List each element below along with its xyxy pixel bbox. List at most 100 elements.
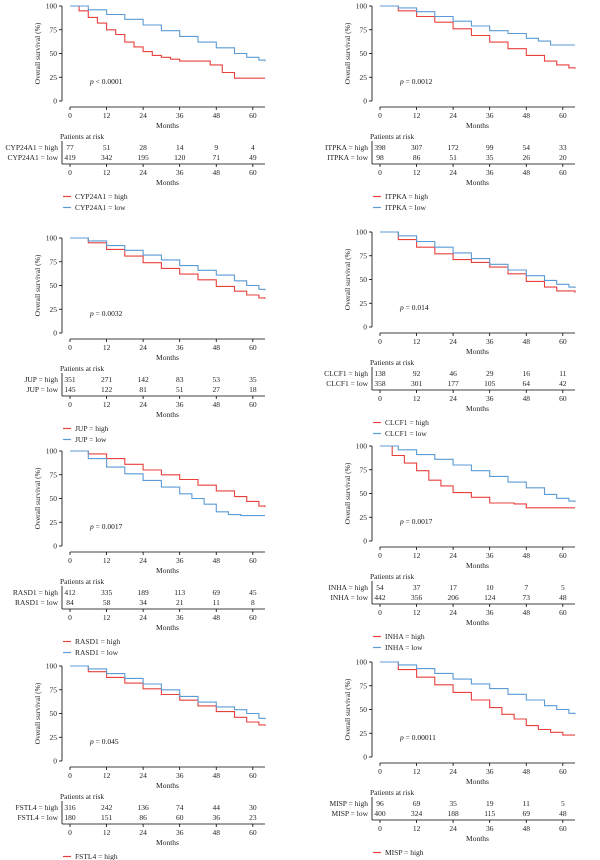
risk-x-tick-label: 36 [486, 824, 494, 833]
survival-curve-low [380, 445, 576, 503]
x-tick-label: 48 [523, 551, 531, 560]
p-value: p < 0.0001 [89, 77, 123, 86]
x-tick-label: 36 [176, 556, 184, 565]
risk-count-high: 33 [559, 143, 567, 152]
risk-x-tick-label: 12 [413, 168, 421, 177]
risk-count-low: 81 [139, 385, 147, 394]
risk-x-tick-label: 24 [449, 824, 457, 833]
risk-x-axis-label: Months [466, 178, 489, 187]
risk-count-high: 69 [413, 799, 421, 808]
x-axis-label: Months [156, 121, 179, 130]
risk-count-high: 335 [101, 588, 113, 597]
risk-x-tick-label: 12 [413, 824, 421, 833]
survival-curve-high [380, 661, 575, 736]
risk-count-low: 358 [374, 379, 386, 388]
y-tick-label: 0 [53, 542, 57, 551]
risk-count-low: 11 [213, 598, 220, 607]
risk-x-tick-label: 12 [103, 613, 111, 622]
risk-count-low: 86 [139, 813, 147, 822]
survival-curve-high [380, 5, 576, 69]
risk-count-high: 96 [376, 799, 384, 808]
y-axis-label: Overall survival (%) [33, 254, 42, 316]
y-tick-label: 100 [356, 228, 368, 237]
y-tick-label: 0 [363, 323, 367, 332]
survival-curve-high [380, 445, 575, 509]
risk-count-high: 37 [413, 583, 421, 592]
x-tick-label: 60 [249, 771, 257, 780]
x-tick-label: 12 [413, 767, 421, 776]
x-tick-label: 60 [249, 111, 257, 120]
x-tick-label: 48 [213, 111, 221, 120]
risk-count-low: 324 [411, 809, 423, 818]
legend-label-high: MISP = high [385, 848, 424, 857]
risk-row-label-low: CYP24A1 = low [8, 153, 59, 162]
legend-label-low: ITPKA = low [385, 203, 426, 212]
risk-count-high: 189 [138, 588, 150, 597]
km-panel-cyp24a1: 0 25 50 75 100 Overall survival (%) 0 12 24 36 48 6… [5, 2, 266, 212]
risk-count-low: 49 [249, 153, 257, 162]
risk-count-low: 84 [66, 598, 74, 607]
x-axis-label: Months [466, 121, 489, 130]
x-tick-label: 12 [103, 111, 111, 120]
risk-row-label-high: JUP = high [24, 375, 58, 384]
y-tick-label: 50 [360, 49, 368, 58]
risk-x-tick-label: 36 [176, 400, 184, 409]
risk-count-high: 51 [103, 143, 111, 152]
risk-row-label-low: RASD1 = low [15, 598, 59, 607]
risk-count-high: 10 [486, 583, 494, 592]
x-tick-label: 48 [523, 767, 531, 776]
risk-count-high: 69 [213, 588, 221, 597]
legend-label-high: CYP24A1 = high [75, 192, 128, 201]
y-axis-label: Overall survival (%) [33, 682, 42, 744]
x-tick-label: 24 [139, 343, 147, 352]
survival-curve-high [70, 5, 265, 79]
risk-count-high: 307 [411, 143, 423, 152]
risk-x-axis-label: Months [466, 618, 489, 627]
risk-x-tick-label: 48 [523, 824, 531, 833]
survival-curve-low [70, 665, 266, 720]
risk-x-tick-label: 12 [103, 168, 111, 177]
risk-table-title: Patients at risk [370, 572, 414, 581]
survival-curve-low [380, 231, 576, 289]
risk-count-high: 45 [249, 588, 257, 597]
risk-x-tick-label: 24 [139, 400, 147, 409]
survival-curve-low [70, 237, 266, 291]
p-value: p = 0.0012 [399, 77, 433, 86]
risk-count-high: 29 [486, 369, 494, 378]
y-tick-label: 0 [363, 537, 367, 546]
y-tick-label: 100 [356, 442, 368, 451]
y-tick-label: 50 [50, 494, 58, 503]
y-axis-label: Overall survival (%) [33, 467, 42, 529]
risk-x-tick-label: 48 [523, 168, 531, 177]
risk-table-title: Patients at risk [60, 364, 104, 373]
risk-count-low: 18 [249, 385, 257, 394]
y-tick-label: 25 [360, 299, 368, 308]
x-tick-label: 0 [68, 556, 72, 565]
risk-count-high: 83 [176, 375, 184, 384]
risk-count-high: 54 [523, 143, 531, 152]
km-panel-clcf1: 0 25 50 75 100 Overall survival (%) 0 12 24 36 48 6… [324, 228, 576, 438]
y-axis-label: Overall survival (%) [343, 22, 352, 84]
y-axis-label: Overall survival (%) [343, 248, 352, 310]
y-tick-label: 25 [50, 73, 58, 82]
x-tick-label: 24 [449, 551, 457, 560]
y-tick-label: 25 [360, 513, 368, 522]
risk-count-high: 9 [214, 143, 218, 152]
x-axis-label: Months [156, 353, 179, 362]
risk-x-tick-label: 60 [559, 824, 567, 833]
risk-row-label-low: FSTL4 = low [18, 813, 59, 822]
risk-count-high: 74 [176, 803, 184, 812]
y-tick-label: 75 [50, 25, 58, 34]
x-tick-label: 24 [449, 111, 457, 120]
risk-x-axis-label: Months [466, 834, 489, 843]
risk-x-tick-label: 0 [378, 394, 382, 403]
risk-x-tick-label: 48 [523, 394, 531, 403]
p-value: p = 0.014 [399, 303, 429, 312]
p-value: p = 0.0032 [89, 309, 123, 318]
y-axis-label: Overall survival (%) [343, 678, 352, 740]
risk-count-high: 11 [559, 369, 566, 378]
risk-count-low: 195 [138, 153, 150, 162]
legend-label-high: FSTL4 = high [75, 852, 118, 860]
legend-label-low: JUP = low [75, 435, 107, 444]
